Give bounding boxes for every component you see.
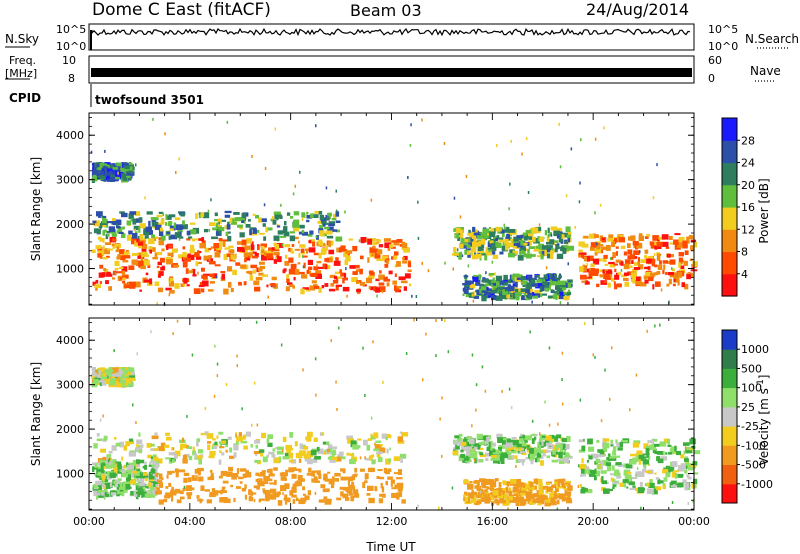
date-title: 24/Aug/2014 [586,0,689,19]
colorbar-segment [722,387,737,408]
x-tick-label: 12:00 [376,515,408,528]
colorbar-tick-label: 500 [741,362,762,375]
velocity-ylabel: Slant Range [km] [29,362,43,466]
nsky-tick-top: 10^5 [56,23,86,36]
nsearch-tick-bottom: 10^0 [708,40,738,53]
y-tick-label: 1000 [56,468,84,481]
y-tick-label: 4000 [56,129,84,142]
y-tick-label: 4000 [56,334,84,347]
colorbar-segment [722,162,737,186]
colorbar-segment [722,483,737,504]
x-tick-label: 08:00 [275,515,307,528]
nave-label: Nave [750,64,781,78]
cpid-label: CPID [9,91,41,105]
y-tick-label: 1000 [56,263,84,276]
colorbar-segment [722,229,737,253]
x-tick-label: 00:00 [678,515,710,528]
colorbar-tick-label: 28 [741,134,755,147]
y-tick-label: 2000 [56,218,84,231]
velocity-colorbar-label: Velocity [m s-1] [756,375,771,466]
nsearch-label: N.Search [745,32,799,46]
colorbar-segment [722,118,737,141]
colorbar-tick-label: -25 [741,420,759,433]
colorbar-segment [722,368,737,389]
colorbar-tick-label: 8 [741,246,748,259]
colorbar-tick-label: 25 [741,401,755,414]
colorbar-segment [722,330,737,350]
colorbar-segment [722,445,737,465]
colorbar-tick-label: -1000 [741,478,773,491]
colorbar-tick-label: 4 [741,268,748,281]
nsky-tick-bottom: 10^0 [56,40,86,53]
y-tick-label: 3000 [56,174,84,187]
power-cells [90,117,698,306]
nsky-label: N.Sky [5,32,39,46]
time-axis-label: Time UT [365,540,416,554]
colorbar-tick-label: -100 [741,439,766,452]
velocity-panel: 1000 2000 3000 4000 00:00 04:00 08:00 12:00 16:0… [29,317,710,554]
colorbar-tick-label: 20 [741,179,755,192]
colorbar-tick-label: -500 [741,459,766,472]
y-tick-label: 2000 [56,423,84,436]
power-ylabel: Slant Range [km] [29,157,43,261]
power-colorbar-label: Power [dB] [757,178,771,243]
nsky-strip: N.Sky 10^5 10^0 10^5 10^0 N.Search [5,23,799,53]
nsearch-tick-top: 10^5 [708,23,738,36]
power-panel: 1000 2000 3000 4000 Slant Range [km] [29,112,698,306]
freq-label-1: Freq. [9,54,36,67]
x-tick-label: 16:00 [476,515,508,528]
beam-title: Beam 03 [350,1,422,20]
colorbar-segment [722,406,737,427]
velocity-cells [91,318,701,511]
nave-tick-bottom: 0 [708,72,715,85]
freq-tick-bottom: 8 [68,72,75,85]
power-axes: 1000 2000 3000 4000 [56,113,695,305]
freq-tick-top: 10 [62,54,76,67]
freq-strip: Freq. [MHz] 10 8 60 0 Nave [5,54,781,85]
velocity-colorbar: 1000 500 100 25 -25 -100 -500 -1000 [721,329,773,504]
x-tick-label: 00:00 [73,515,105,528]
power-colorbar: 4 8 12 16 20 24 28 [721,117,755,297]
velocity-axes: 1000 2000 3000 4000 00:00 04:00 08:00 12:00 16:0… [56,318,710,528]
x-tick-label: 04:00 [174,515,206,528]
colorbar-segment [722,273,737,297]
freq-label-2: [MHz] [5,67,37,80]
station-title: Dome C East (fitACF) [92,0,271,20]
colorbar-tick-label: 16 [741,201,755,214]
cpid-value: twofsound 3501 [95,93,204,107]
colorbar-segment [722,349,737,369]
colorbar-tick-label: 12 [741,223,755,236]
colorbar-segment [722,140,737,164]
colorbar-segment [722,426,737,446]
nsky-trace [90,27,691,50]
colorbar-segment [722,251,737,275]
colorbar-segment [722,184,737,208]
colorbar-tick-label: 1000 [741,343,769,356]
x-tick-label: 20:00 [577,515,609,528]
colorbar-segment [722,207,737,230]
colorbar-segment [722,464,737,485]
colorbar-tick-label: 100 [741,382,762,395]
nave-tick-top: 60 [708,54,722,67]
y-tick-label: 3000 [56,379,84,392]
colorbar-tick-label: 24 [741,157,755,170]
